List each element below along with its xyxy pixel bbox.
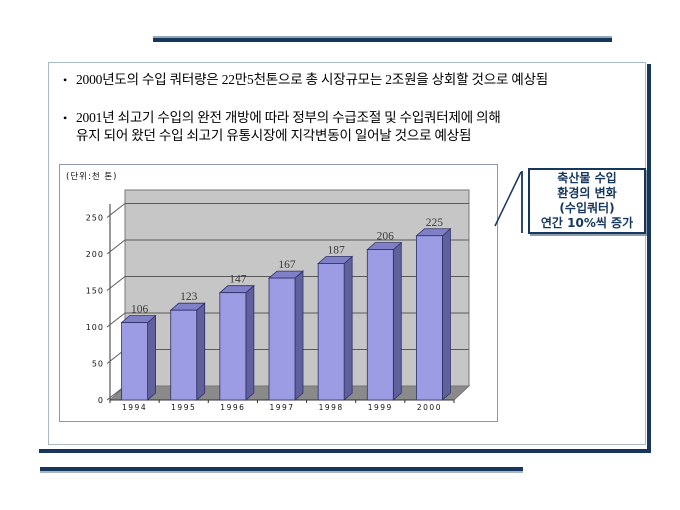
callout-line-3: (수입쿼터) <box>559 201 615 215</box>
y-tick-label: 250 <box>86 214 104 223</box>
x-axis-label: 1999 <box>368 403 393 412</box>
panel-shadow-right <box>647 64 651 453</box>
x-axis-label: 2000 <box>417 403 442 412</box>
bullet-text-1: 2000년도의 수입 쿼터량은 22만5천톤으로 총 시장규모는 2조원을 상회… <box>76 72 549 87</box>
callout-box: 축산물 수입 환경의 변화 (수입쿼터) 연간 10%씩 증가 <box>528 168 646 234</box>
y-tick-label: 50 <box>92 360 104 369</box>
top-divider-line <box>153 36 612 42</box>
bar-value-label: 225 <box>426 217 444 229</box>
bar <box>170 309 198 401</box>
bar <box>219 292 247 401</box>
content-panel: • 2000년도의 수입 쿼터량은 22만5천톤으로 총 시장규모는 2조원을 … <box>48 62 646 445</box>
x-axis-label: 1998 <box>319 403 344 412</box>
y-tick-label: 0 <box>98 396 104 405</box>
y-tick-label: 150 <box>86 287 104 296</box>
bullet-item-2: • 2001년 쇠고기 수입의 완전 개방에 따라 정부의 수급조절 및 수입쿼… <box>63 109 635 145</box>
bar-side-face <box>442 227 451 401</box>
callout-line-2: 환경의 변화 <box>557 186 617 200</box>
x-axis-label: 1995 <box>171 403 196 412</box>
bar-side-face <box>147 314 156 401</box>
bullet-icon: • <box>63 111 68 125</box>
bar-side-face <box>392 241 402 401</box>
bar-side-face <box>343 255 353 401</box>
y-tick-label: 200 <box>86 250 104 259</box>
y-tick-label: 100 <box>86 323 104 332</box>
bar-value-label: 187 <box>328 244 346 256</box>
bar-value-label: 167 <box>278 259 296 271</box>
bullet-icon: • <box>63 73 68 87</box>
bar <box>268 277 296 401</box>
bottom-divider-line <box>40 467 523 473</box>
bullet-list: • 2000년도의 수입 쿼터량은 22만5천톤으로 총 시장규모는 2조원을 … <box>63 71 635 145</box>
bar-side-face <box>196 302 206 401</box>
bar <box>416 235 443 401</box>
bullet-text-2: 2001년 쇠고기 수입의 완전 개방에 따라 정부의 수급조절 및 수입쿼터제… <box>76 110 501 143</box>
bar-side-face <box>245 284 255 401</box>
x-axis-label: 1994 <box>122 403 147 412</box>
chart-canvas: 0 50 100 150 200 250 106 1994 123 1995 147 1996 167 1… <box>86 189 471 412</box>
bar-value-label: 206 <box>377 231 395 243</box>
bar-value-label: 123 <box>180 291 198 303</box>
callout-line-1: 축산물 수입 <box>557 171 617 185</box>
bar <box>121 322 148 401</box>
panel-shadow-bottom <box>39 449 651 453</box>
bar-value-label: 106 <box>131 304 149 316</box>
bullet-item-1: • 2000년도의 수입 쿼터량은 22만5천톤으로 총 시장규모는 2조원을 … <box>63 71 635 89</box>
x-axis-label: 1996 <box>220 403 245 412</box>
import-quota-bar-chart: 0 50 100 150 200 250 106 1994 123 1995 147 1996 167 1… <box>59 164 498 422</box>
bar <box>366 249 394 401</box>
callout-line-4: 연간 10%씩 증가 <box>540 216 634 230</box>
x-axis-label: 1997 <box>269 403 294 412</box>
bar-value-label: 147 <box>229 274 247 286</box>
bar <box>317 263 345 401</box>
bar-side-face <box>294 270 304 401</box>
chart-unit-label: (단위:천 톤) <box>66 172 118 182</box>
